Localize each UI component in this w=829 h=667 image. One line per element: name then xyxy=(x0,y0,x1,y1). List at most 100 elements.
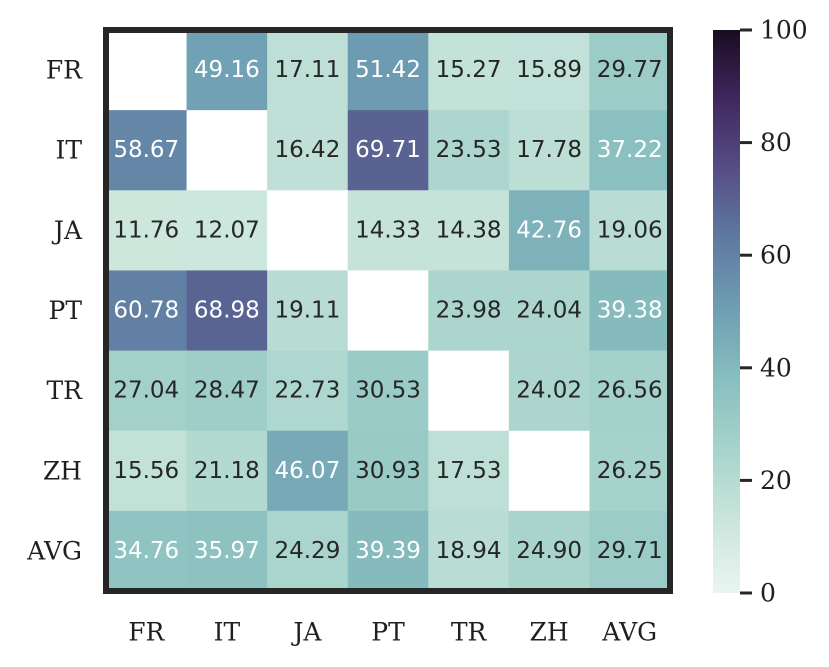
heatmap-cell-TR-PT xyxy=(347,350,429,432)
cell-value-label: 34.76 xyxy=(113,538,179,564)
heatmap-cell-FR-PT xyxy=(347,30,429,111)
row-label-tr: TR xyxy=(47,376,84,405)
cell-value-label: 17.53 xyxy=(436,458,502,484)
cell-value-label: 26.25 xyxy=(597,458,663,484)
cell-value-label: 27.04 xyxy=(113,378,179,404)
heatmap-cell-AVG-FR xyxy=(106,510,188,592)
cell-value-label: 24.02 xyxy=(516,378,582,404)
heatmap-cell-ZH-AVG xyxy=(589,430,671,512)
heatmap-cell-IT-IT xyxy=(186,110,268,191)
cell-value-label: 26.56 xyxy=(597,378,663,404)
cell-value-label: 37.22 xyxy=(597,137,663,163)
heatmap-cell-ZH-ZH xyxy=(508,430,590,512)
cell-value-label: 29.77 xyxy=(597,57,663,83)
heatmap-cell-AVG-TR xyxy=(428,510,510,592)
cell-value-label: 51.42 xyxy=(355,57,421,83)
heatmap-cell-TR-AVG xyxy=(589,350,671,432)
heatmap-cell-PT-PT xyxy=(347,270,429,352)
heatmap-cell-IT-JA xyxy=(267,110,349,191)
row-label-ja: JA xyxy=(51,216,83,245)
cell-value-label: 22.73 xyxy=(274,378,340,404)
row-label-fr: FR xyxy=(46,56,83,85)
cell-value-label: 24.90 xyxy=(516,538,582,564)
cell-value-label: 12.07 xyxy=(194,217,260,243)
colorbar-tick-label: 40 xyxy=(760,353,792,382)
column-label-pt: PT xyxy=(371,618,405,647)
heatmap-cell-AVG-AVG xyxy=(589,510,671,592)
heatmap-cell-FR-IT xyxy=(186,30,268,111)
colorbar-gradient xyxy=(713,30,740,593)
cell-value-label: 17.11 xyxy=(274,57,340,83)
heatmap-cell-TR-JA xyxy=(267,350,349,432)
heatmap-cell-JA-TR xyxy=(428,190,510,271)
heatmap-cell-IT-FR xyxy=(106,110,188,191)
cell-value-label: 23.53 xyxy=(436,137,502,163)
cell-value-label: 15.56 xyxy=(113,458,179,484)
cell-value-label: 46.07 xyxy=(274,458,340,484)
heatmap-cell-PT-AVG xyxy=(589,270,671,352)
heatmap-cell-IT-ZH xyxy=(508,110,590,191)
colorbar-tick-label: 60 xyxy=(760,241,792,270)
cell-value-label: 58.67 xyxy=(113,137,179,163)
cell-value-label: 39.39 xyxy=(355,538,421,564)
colorbar-tick-label: 100 xyxy=(760,16,808,45)
cell-value-label: 30.53 xyxy=(355,378,421,404)
heatmap-cell-ZH-JA xyxy=(267,430,349,512)
heatmap-cell-FR-JA xyxy=(267,30,349,111)
heatmap-cell-AVG-IT xyxy=(186,510,268,592)
heatmap-cell-IT-PT xyxy=(347,110,429,191)
cell-value-label: 60.78 xyxy=(113,298,179,324)
heatmap-cell-TR-ZH xyxy=(508,350,590,432)
heatmap-cell-IT-TR xyxy=(428,110,510,191)
cell-value-label: 19.06 xyxy=(597,217,663,243)
heatmap-cell-JA-ZH xyxy=(508,190,590,271)
cell-value-label: 39.38 xyxy=(597,298,663,324)
heatmap-cell-JA-PT xyxy=(347,190,429,271)
heatmap-cell-ZH-TR xyxy=(428,430,510,512)
heatmap-border xyxy=(103,27,673,594)
heatmap-cell-JA-JA xyxy=(267,190,349,271)
heatmap-cell-FR-FR xyxy=(106,30,188,111)
heatmap-cell-JA-IT xyxy=(186,190,268,271)
colorbar-ticks: 0 20 40 60 80 100 xyxy=(740,16,808,608)
cell-value-label: 14.33 xyxy=(355,217,421,243)
cell-value-label: 69.71 xyxy=(355,137,421,163)
column-labels: FR IT JA PT TR ZH AVG xyxy=(128,618,657,647)
column-label-fr: FR xyxy=(128,618,165,647)
row-label-zh: ZH xyxy=(43,456,82,485)
column-label-tr: TR xyxy=(451,618,488,647)
colorbar-tick-label: 0 xyxy=(760,579,776,608)
row-label-it: IT xyxy=(55,136,82,165)
heatmap-cell-PT-FR xyxy=(106,270,188,352)
heatmap-cell-IT-AVG xyxy=(589,110,671,191)
heatmap-cell-JA-AVG xyxy=(589,190,671,271)
heatmap-cell-ZH-IT xyxy=(186,430,268,512)
row-label-avg: AVG xyxy=(26,536,82,565)
heatmap-cell-labels: 49.16 17.11 51.42 15.27 15.89 29.77 58.67 16.42… xyxy=(113,57,662,564)
heatmap-cell-FR-ZH xyxy=(508,30,590,111)
cell-value-label: 42.76 xyxy=(516,217,582,243)
heatmap-cell-TR-FR xyxy=(106,350,188,432)
cell-value-label: 24.29 xyxy=(274,538,340,564)
heatmap-cell-FR-TR xyxy=(428,30,510,111)
heatmap-cell-AVG-JA xyxy=(267,510,349,592)
heatmap-cell-ZH-FR xyxy=(106,430,188,512)
cell-value-label: 23.98 xyxy=(436,298,502,324)
cell-value-label: 24.04 xyxy=(516,298,582,324)
colorbar-tick-label: 20 xyxy=(760,466,792,495)
cell-value-label: 29.71 xyxy=(597,538,663,564)
heatmap-cell-PT-TR xyxy=(428,270,510,352)
cell-value-label: 11.76 xyxy=(113,217,179,243)
column-label-ja: JA xyxy=(290,618,322,647)
heatmap-cell-PT-IT xyxy=(186,270,268,352)
cell-value-label: 17.78 xyxy=(516,137,582,163)
colorbar: 0 20 40 60 80 100 xyxy=(713,16,808,608)
row-label-pt: PT xyxy=(49,296,83,325)
heatmap-cells xyxy=(106,30,671,592)
cell-value-label: 30.93 xyxy=(355,458,421,484)
cell-value-label: 49.16 xyxy=(194,57,260,83)
column-label-avg: AVG xyxy=(601,618,657,647)
cell-value-label: 68.98 xyxy=(194,298,260,324)
